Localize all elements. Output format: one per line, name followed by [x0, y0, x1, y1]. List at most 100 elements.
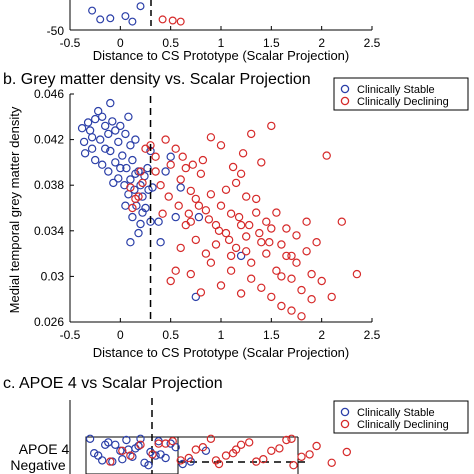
panel-c-point-declining — [342, 447, 351, 457]
point-clinically-declining — [211, 240, 221, 249]
point-clinically-declining — [186, 217, 195, 226]
point-clinically-declining — [156, 180, 165, 190]
point-clinically-declining — [158, 209, 167, 218]
panel-c-point-declining — [252, 457, 261, 466]
point-clinically-declining — [178, 152, 187, 161]
point-clinically-declining — [196, 169, 206, 178]
point-clinically-stable — [156, 237, 165, 247]
point-clinically-declining — [171, 144, 180, 153]
panel-a-x-tick-label: 2.5 — [364, 36, 381, 50]
point-clinically-declining — [238, 149, 248, 158]
panel-c-point-declining — [327, 458, 336, 467]
point-clinically-stable — [90, 155, 100, 165]
point-clinically-declining — [317, 276, 326, 286]
point-clinically-stable — [124, 112, 133, 122]
panel-c-point-stable — [122, 435, 131, 445]
panel-b-y-tick-label: 0.03 — [41, 269, 65, 283]
point-clinically-stable — [116, 121, 125, 131]
panel-c-point-declining — [297, 452, 306, 461]
point-clinically-stable — [100, 121, 110, 131]
point-clinically-declining — [302, 247, 311, 256]
panel-c-plot-area — [85, 434, 351, 470]
panel-c-legend-marker-declining — [340, 419, 350, 429]
point-clinically-declining — [252, 208, 261, 217]
point-clinically-stable — [90, 114, 100, 124]
panel-c-point-stable — [144, 461, 153, 470]
point-clinically-declining — [246, 129, 256, 139]
panel-c-legend-label-declining: Clinically Declining — [357, 419, 449, 431]
panel-c-point-declining — [148, 450, 157, 459]
point-clinically-declining — [221, 228, 231, 238]
panel-c-point-declining — [206, 434, 216, 443]
point-clinically-declining — [166, 160, 175, 169]
point-clinically-stable — [176, 183, 185, 192]
point-clinically-declining — [228, 162, 238, 172]
point-clinically-stable — [130, 185, 139, 194]
point-clinically-stable — [80, 149, 90, 158]
point-clinically-declining — [176, 175, 185, 184]
panel-c-point-stable — [89, 449, 99, 458]
point-clinically-stable — [93, 106, 103, 116]
panel-c-point-declining — [168, 437, 177, 446]
point-clinically-declining — [272, 208, 281, 217]
point-clinically-declining — [231, 178, 241, 188]
point-clinically-declining — [257, 283, 266, 292]
panel-c-point-declining — [312, 441, 321, 451]
panel-b-y-ticks: 0.026 0.03 0.034 0.038 0.042 0.046 — [34, 87, 74, 329]
point-clinically-declining — [216, 141, 226, 150]
panel-c-point-declining — [231, 445, 241, 454]
point-clinically-declining — [292, 258, 301, 267]
panel-b-legend-label-stable: Clinically Stable — [357, 84, 435, 96]
point-clinically-declining — [246, 274, 256, 283]
point-clinically-declining — [307, 269, 316, 279]
point-clinically-stable — [85, 126, 95, 135]
panel-b-x-axis-label: Distance to CS Prototype (Scalar Project… — [93, 345, 350, 360]
point-clinically-declining — [224, 235, 234, 245]
point-clinically-stable — [141, 203, 150, 213]
point-clinically-declining — [188, 160, 197, 169]
point-clinically-declining — [282, 224, 291, 233]
point-clinically-stable — [136, 180, 145, 190]
point-clinically-declining — [241, 232, 251, 241]
point-clinically-declining — [184, 209, 193, 218]
point-clinically-declining — [214, 226, 224, 235]
point-clinically-declining — [204, 215, 214, 224]
panel-c-point-declining — [198, 443, 208, 452]
panel-b-x-tick-label: 0 — [117, 328, 124, 342]
panel-b-x-tick-label: -0.5 — [60, 328, 81, 342]
panel-b-y-tick-label: 0.042 — [34, 133, 64, 147]
panel-a-point-stable — [96, 15, 105, 24]
point-clinically-stable — [100, 144, 110, 153]
point-clinically-declining — [164, 192, 173, 201]
point-clinically-stable — [97, 112, 107, 122]
point-clinically-declining — [241, 192, 251, 201]
panel-c-point-stable — [124, 445, 133, 454]
point-clinically-declining — [138, 178, 147, 188]
point-clinically-declining — [161, 135, 170, 144]
panel-b: b. Grey matter density vs. Scalar Projec… — [3, 71, 469, 360]
panel-b-x-ticks: -0.5 0 0.5 1 1.5 2 2.5 — [60, 318, 381, 342]
point-clinically-stable — [114, 137, 123, 147]
point-clinically-declining — [234, 212, 244, 222]
point-clinically-declining — [252, 194, 261, 204]
point-clinically-declining — [151, 152, 160, 161]
point-clinically-declining — [181, 220, 190, 230]
point-clinically-stable — [131, 135, 140, 144]
point-clinically-declining — [287, 274, 296, 283]
point-clinically-declining — [262, 217, 271, 226]
panel-c-point-declining — [191, 445, 200, 454]
panel-b-title: b. Grey matter density vs. Scalar Projec… — [3, 71, 311, 88]
panel-c-legend: Clinically Stable Clinically Declining — [333, 400, 469, 434]
panel-a-x-ticks: -0.5 0 0.5 1 1.5 2 2.5 — [60, 26, 381, 50]
panel-c-point-stable — [85, 434, 95, 443]
point-clinically-declining — [128, 203, 137, 213]
panel-c-point-stable — [118, 455, 127, 464]
point-clinically-stable — [109, 178, 118, 188]
panel-c-point-declining — [154, 439, 163, 448]
panel-b-y-tick-label: 0.046 — [34, 87, 64, 101]
point-clinically-stable — [97, 160, 107, 169]
point-clinically-declining — [307, 295, 316, 304]
point-clinically-stable — [122, 163, 131, 173]
point-clinically-declining — [126, 183, 135, 192]
panel-a-x-tick-label: 1.5 — [263, 36, 280, 50]
